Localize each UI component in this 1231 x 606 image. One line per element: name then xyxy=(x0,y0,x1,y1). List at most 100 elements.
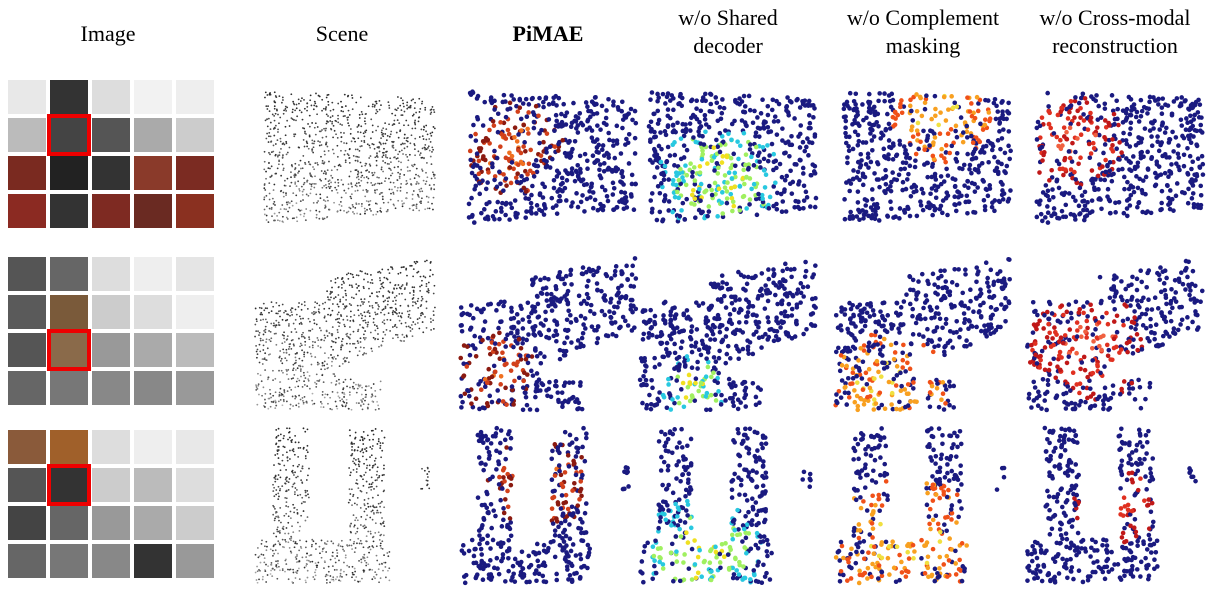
point xyxy=(1046,189,1051,194)
point xyxy=(1093,187,1098,192)
scene-point xyxy=(385,306,387,308)
point xyxy=(1040,158,1045,163)
scene-point xyxy=(276,109,278,111)
point xyxy=(670,397,675,402)
scene-point xyxy=(382,295,384,297)
point xyxy=(495,156,500,161)
point xyxy=(851,147,856,152)
scene-point xyxy=(315,105,317,107)
point xyxy=(483,384,488,389)
point xyxy=(987,119,992,124)
scene-point xyxy=(266,219,268,221)
point xyxy=(503,344,508,349)
point xyxy=(888,126,893,131)
point xyxy=(555,211,560,216)
scene-point xyxy=(279,117,281,119)
scene-point xyxy=(331,409,333,411)
point xyxy=(717,349,722,354)
point xyxy=(693,381,698,386)
scene-point xyxy=(365,113,367,115)
point xyxy=(1039,212,1044,217)
scene-point xyxy=(311,149,313,151)
scene-point xyxy=(434,128,436,130)
point xyxy=(730,209,735,214)
scene-point xyxy=(335,133,337,135)
point xyxy=(620,126,625,131)
scene-point xyxy=(300,399,302,401)
scene-point xyxy=(299,109,301,111)
point xyxy=(526,197,531,202)
point xyxy=(508,165,513,170)
scene-point xyxy=(349,320,351,322)
point xyxy=(647,393,652,398)
scene-point xyxy=(330,291,332,293)
scene-point xyxy=(402,100,404,102)
point xyxy=(1116,123,1121,128)
scene-point xyxy=(337,185,339,187)
point xyxy=(720,280,725,285)
scene-point xyxy=(307,352,309,354)
point xyxy=(1055,216,1060,221)
point xyxy=(1110,179,1115,184)
scene-point xyxy=(349,338,351,340)
scene-point xyxy=(348,125,350,127)
point xyxy=(630,298,635,303)
point xyxy=(585,284,590,289)
scene-point xyxy=(311,139,313,141)
point xyxy=(698,170,703,175)
point xyxy=(662,177,667,182)
point xyxy=(790,191,795,196)
scene-point xyxy=(306,385,308,387)
scene-point xyxy=(304,396,306,398)
point xyxy=(707,209,712,214)
scene-point xyxy=(421,101,423,103)
point xyxy=(1068,122,1073,127)
point xyxy=(1093,133,1098,138)
scene-point xyxy=(295,360,297,362)
point xyxy=(761,121,766,126)
point xyxy=(501,399,506,404)
scene-point xyxy=(408,326,410,328)
point xyxy=(1062,125,1067,130)
point xyxy=(739,273,744,278)
scene-point xyxy=(412,286,414,288)
point xyxy=(910,118,915,123)
scene-point xyxy=(288,354,290,356)
scene-point xyxy=(397,157,399,159)
point xyxy=(765,104,770,109)
scene-point xyxy=(398,293,400,295)
point xyxy=(934,195,939,200)
point xyxy=(644,378,649,383)
scene-point xyxy=(300,214,302,216)
scene-point xyxy=(365,170,367,172)
scene-point xyxy=(417,194,419,196)
scene-point xyxy=(305,133,307,135)
point xyxy=(813,134,818,139)
scene-point xyxy=(420,200,422,202)
point xyxy=(920,114,925,119)
point xyxy=(537,131,542,136)
scene-point xyxy=(415,174,417,176)
scene-point xyxy=(268,152,270,154)
scene-point xyxy=(363,334,365,336)
point xyxy=(604,108,609,113)
point xyxy=(1148,95,1153,100)
scene-point xyxy=(426,260,428,262)
scene-point xyxy=(350,133,352,135)
scene-point xyxy=(376,302,378,304)
point xyxy=(695,366,700,371)
point xyxy=(1040,115,1045,120)
point xyxy=(705,214,710,219)
point xyxy=(964,124,969,129)
point xyxy=(857,217,862,222)
point xyxy=(867,106,872,111)
scene-point xyxy=(377,333,379,335)
point xyxy=(683,163,688,168)
scene-point xyxy=(407,124,409,126)
point xyxy=(812,169,817,174)
scene-point xyxy=(414,122,416,124)
point xyxy=(1052,206,1057,211)
point xyxy=(516,162,521,167)
scene-point xyxy=(257,353,259,355)
scene-point xyxy=(400,161,402,163)
